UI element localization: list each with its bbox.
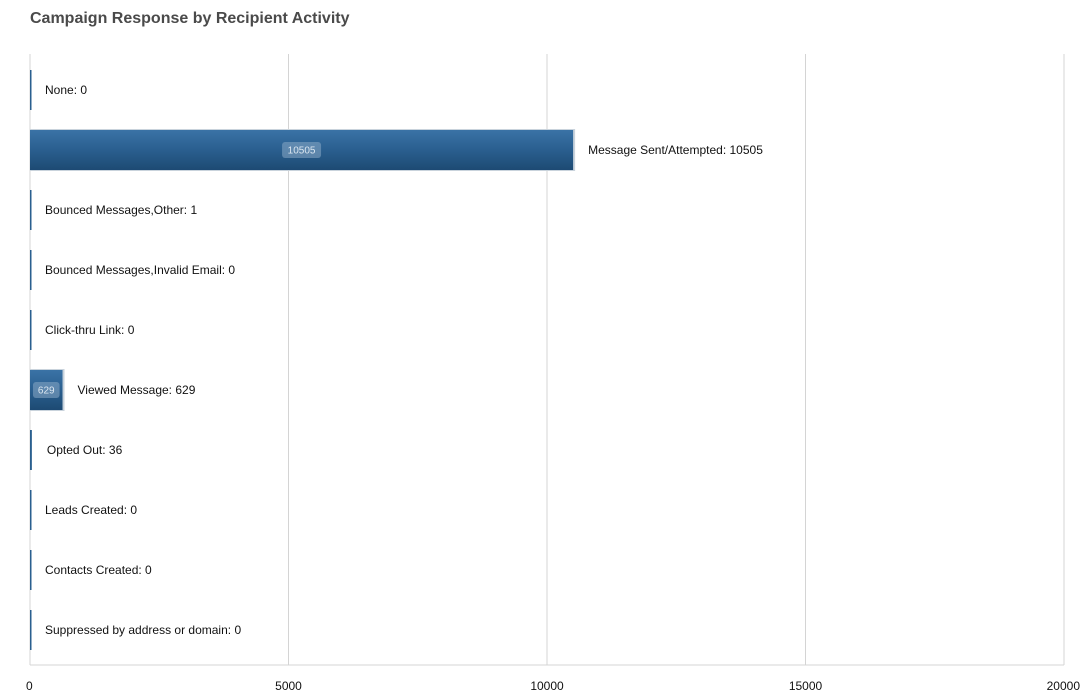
x-tick-label: 15000 [789, 679, 823, 693]
bar-category-label: Contacts Created: 0 [45, 563, 152, 577]
bar [30, 610, 32, 650]
bar-value-label: 10505 [288, 146, 316, 157]
bar-value-badge [32, 382, 60, 398]
bar [30, 490, 32, 530]
bar-value-label: 629 [38, 386, 55, 397]
bar [30, 430, 32, 470]
bar [30, 250, 32, 290]
bar-category-label: Bounced Messages,Invalid Email: 0 [45, 263, 235, 277]
bar-category-label: Opted Out: 36 [47, 443, 123, 457]
bar-category-label: Leads Created: 0 [45, 503, 137, 517]
chart-title: Campaign Response by Recipient Activity [30, 10, 350, 27]
bar-category-label: Suppressed by address or domain: 0 [45, 623, 241, 637]
x-tick-label: 20000 [1047, 679, 1081, 693]
bar-category-label: Viewed Message: 629 [78, 383, 196, 397]
bar-category-label: Click-thru Link: 0 [45, 323, 135, 337]
bar-labels: None: 0 Message Sent/Attempted: 10505 Boun… [45, 83, 763, 637]
bar [30, 190, 32, 230]
bars: 10505 629 [30, 70, 576, 650]
x-axis-ticks: 0 5000 10000 15000 20000 [26, 679, 1080, 693]
x-tick-label: 0 [26, 679, 33, 693]
bar-category-label: None: 0 [45, 83, 87, 97]
x-tick-label: 5000 [275, 679, 302, 693]
x-tick-label: 10000 [530, 679, 564, 693]
bar [30, 70, 32, 110]
bar-value-badge [282, 142, 322, 158]
bar [30, 310, 32, 350]
bar [30, 550, 32, 590]
bar-category-label: Bounced Messages,Other: 1 [45, 203, 197, 217]
bar-category-label: Message Sent/Attempted: 10505 [588, 143, 763, 157]
